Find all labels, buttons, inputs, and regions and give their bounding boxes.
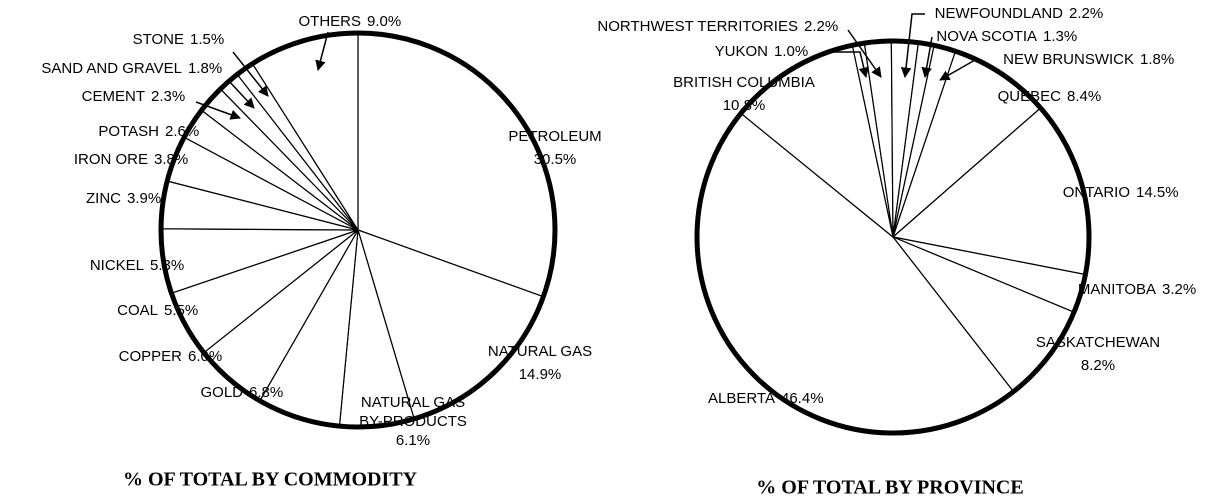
slice-value-label: 10.8% [723, 97, 766, 114]
slice-value-label: 46.4% [781, 390, 824, 407]
label-line: NATURAL GAS [361, 394, 465, 411]
slice-label: OTHERS [298, 13, 361, 30]
slice-label: SAND AND GRAVEL [41, 60, 182, 77]
slice-label: NATURAL GAS [488, 343, 592, 360]
slice-value-label: 14.5% [1136, 184, 1179, 201]
slice-value-label: 1.0% [774, 43, 808, 60]
slice-value-label: 9.0% [367, 13, 401, 30]
slice-label: NICKEL [90, 257, 144, 274]
slice-value-label: 3.2% [1162, 281, 1196, 298]
label-line: BY-PRODUCTS [359, 413, 467, 430]
leader-arrow [921, 36, 933, 79]
leader-arrow [847, 29, 882, 78]
slice-label: NATURAL GAS BY-PRODUCTS [359, 394, 467, 430]
chart-title: % OF TOTAL BY PROVINCE [756, 477, 1023, 499]
leader-arrow [315, 31, 329, 72]
slice-label: MANITOBA [1078, 281, 1156, 298]
slice-value-label: 5.3% [150, 257, 184, 274]
slice-label: PETROLEUM [508, 128, 601, 145]
slice-value-label: 3.9% [127, 190, 161, 207]
slice-value-label: 30.5% [534, 151, 577, 168]
slice-label: ALBERTA [708, 390, 775, 407]
slice-value-label: 3.8% [154, 151, 188, 168]
slice-label: GOLD [200, 384, 243, 401]
slice-value-label: 1.8% [188, 60, 222, 77]
slice-label: QUEBEC [998, 88, 1062, 105]
slice-value-label: 1.8% [1140, 51, 1174, 68]
slice-label: POTASH [98, 123, 159, 140]
slice-label: NORTHWEST TERRITORIES [597, 18, 798, 35]
slice-label: NEW BRUNSWICK [1003, 51, 1134, 68]
slice-value-label: 8.2% [1081, 357, 1115, 374]
slice-value-label: 6.0% [188, 348, 222, 365]
slice-value-label: 2.3% [151, 88, 185, 105]
slice-value-label: 14.9% [519, 366, 562, 383]
slice-value-label: 5.5% [164, 302, 198, 319]
slice-label: YUKON [715, 43, 768, 60]
slice-label: SASKATCHEWAN [1036, 334, 1160, 351]
pie-outline [694, 38, 1092, 436]
slice-label: NEWFOUNDLAND [935, 5, 1064, 22]
leader-arrow [195, 101, 241, 120]
slice-label: COPPER [119, 348, 183, 365]
slice-value-label: 2.2% [1069, 5, 1103, 22]
chart-title: % OF TOTAL BY COMMODITY [123, 469, 418, 491]
slice-label: COAL [117, 302, 158, 319]
slice-label: NOVA SCOTIA [936, 28, 1037, 45]
slice-label: ZINC [86, 190, 121, 207]
slice-value-label: 2.2% [804, 18, 838, 35]
slice-label: ONTARIO [1063, 184, 1130, 201]
pie-outline [158, 30, 558, 430]
leader-arrow [227, 79, 255, 109]
slice-value-label: 8.4% [1067, 88, 1101, 105]
leader-arrow [939, 59, 976, 81]
leader-arrow [232, 51, 269, 97]
slice-value-label: 1.5% [190, 31, 224, 48]
slice-label: CEMENT [82, 88, 145, 105]
slice-label: IRON ORE [74, 151, 148, 168]
slice-label: BRITISH COLUMBIA [673, 74, 815, 91]
slice-value-label: 1.3% [1043, 28, 1077, 45]
slice-value-label: 2.6% [165, 123, 199, 140]
slice-value-label: 6.8% [249, 384, 283, 401]
slice-label: STONE [133, 31, 184, 48]
leader-arrow [826, 51, 869, 79]
slice-value-label: 6.1% [396, 432, 430, 449]
leader-arrow [900, 13, 925, 79]
